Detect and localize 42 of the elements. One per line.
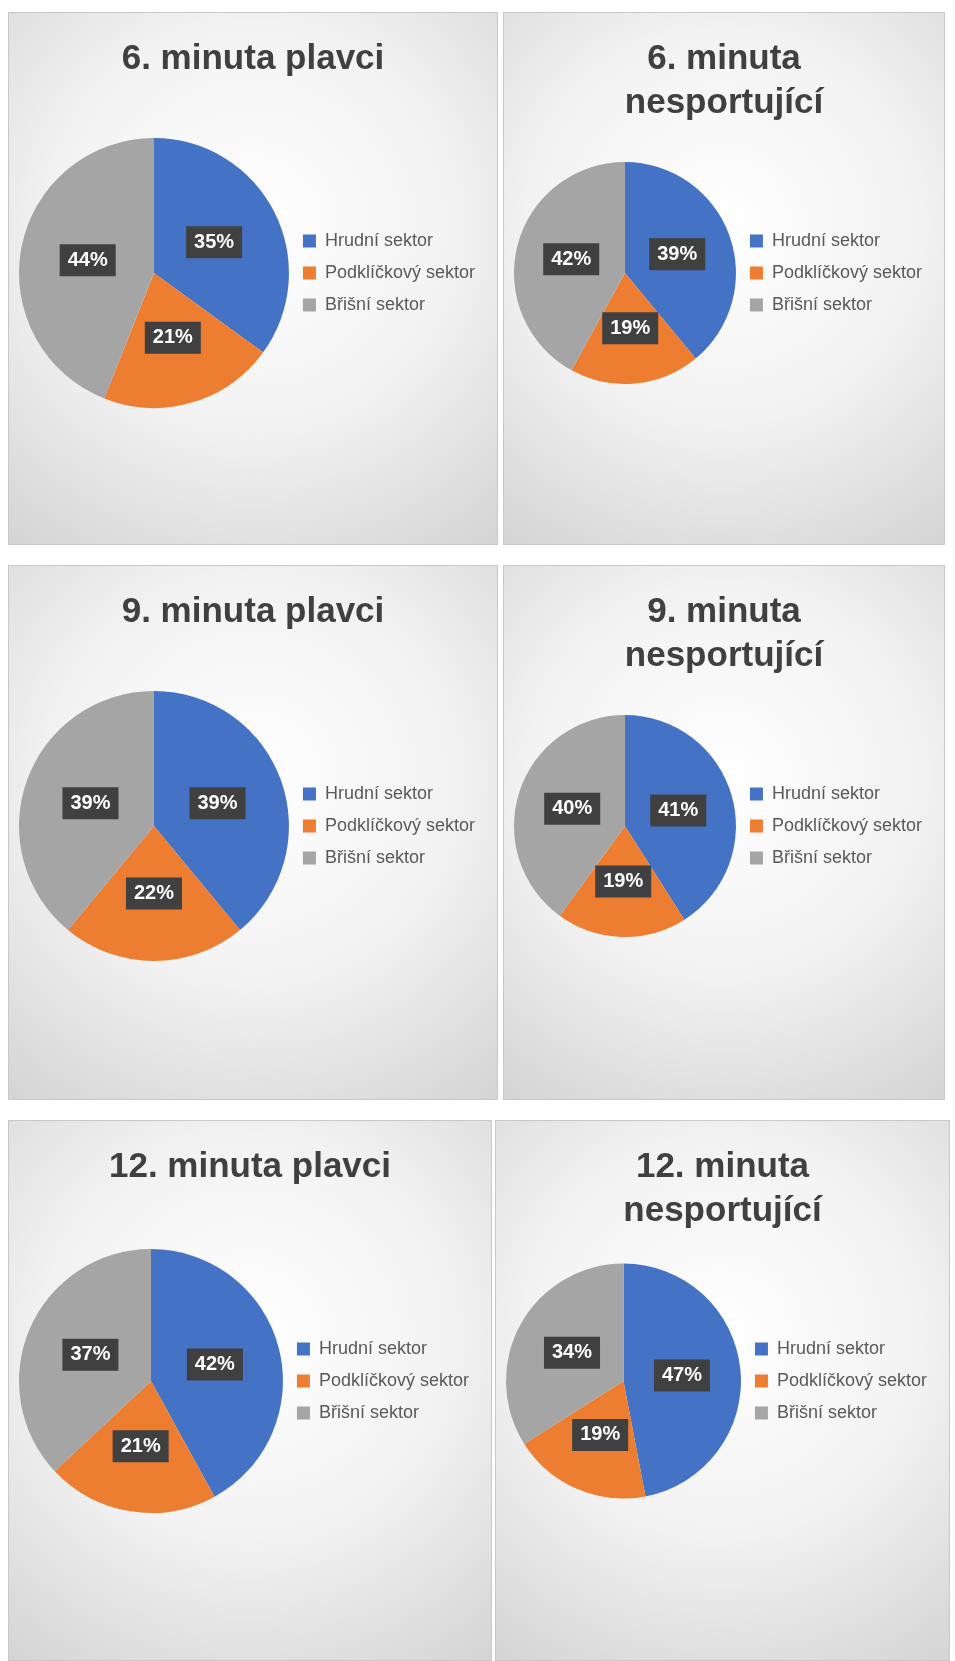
legend-label: Břišní sektor: [324, 846, 425, 867]
data-label: 21%: [152, 325, 194, 348]
legend-label: Podklíčkový sektor: [324, 814, 476, 835]
data-label: 19%: [580, 1422, 621, 1445]
legend-label: Podklíčkový sektor: [318, 1369, 470, 1390]
data-label: 22%: [133, 881, 175, 903]
legend-label: Břišní sektor: [324, 293, 425, 314]
legend-label: Podklíčkový sektor: [776, 1369, 928, 1390]
legend-label: Hrudní sektor: [318, 1337, 427, 1358]
chart-title: 6. minuta plavci: [120, 36, 386, 78]
legend-label: Břišní sektor: [771, 293, 872, 314]
chart-title: 12. minuta nesportující: [622, 1144, 824, 1230]
legend-label: Podklíčkový sektor: [771, 261, 923, 282]
chart-title: 9. minuta plavci: [120, 589, 386, 631]
legend-label: Podklíčkový sektor: [771, 814, 923, 835]
data-label: 44%: [67, 247, 108, 270]
data-label: 35%: [194, 229, 235, 252]
chart-title: 9. minuta nesportující: [623, 589, 825, 675]
data-label: 41%: [658, 798, 699, 821]
data-label: 39%: [657, 241, 698, 264]
legend-label: Hrudní sektor: [324, 782, 433, 803]
legend-label: Břišní sektor: [776, 1401, 877, 1422]
data-label: 37%: [70, 1342, 111, 1365]
data-label: 42%: [551, 246, 592, 269]
chart-title: 12. minuta plavci: [107, 1144, 393, 1186]
data-label: 42%: [194, 1352, 236, 1375]
legend-label: Hrudní sektor: [776, 1337, 885, 1358]
data-label: 40%: [552, 796, 593, 819]
data-label: 34%: [551, 1340, 593, 1363]
data-label: 39%: [197, 790, 238, 813]
legend-label: Podklíčkový sektor: [324, 261, 476, 282]
legend-label: Břišní sektor: [318, 1401, 419, 1422]
legend-label: Břišní sektor: [771, 846, 872, 867]
data-label: 39%: [70, 790, 111, 813]
chart-title: 6. minuta nesportující: [623, 36, 825, 122]
legend-label: Hrudní sektor: [324, 229, 433, 250]
data-label: 19%: [610, 315, 651, 338]
legend-label: Hrudní sektor: [771, 782, 880, 803]
legend-label: Hrudní sektor: [771, 229, 880, 250]
data-label: 19%: [603, 868, 644, 891]
data-label: 47%: [661, 1362, 703, 1385]
data-label: 21%: [120, 1433, 161, 1456]
